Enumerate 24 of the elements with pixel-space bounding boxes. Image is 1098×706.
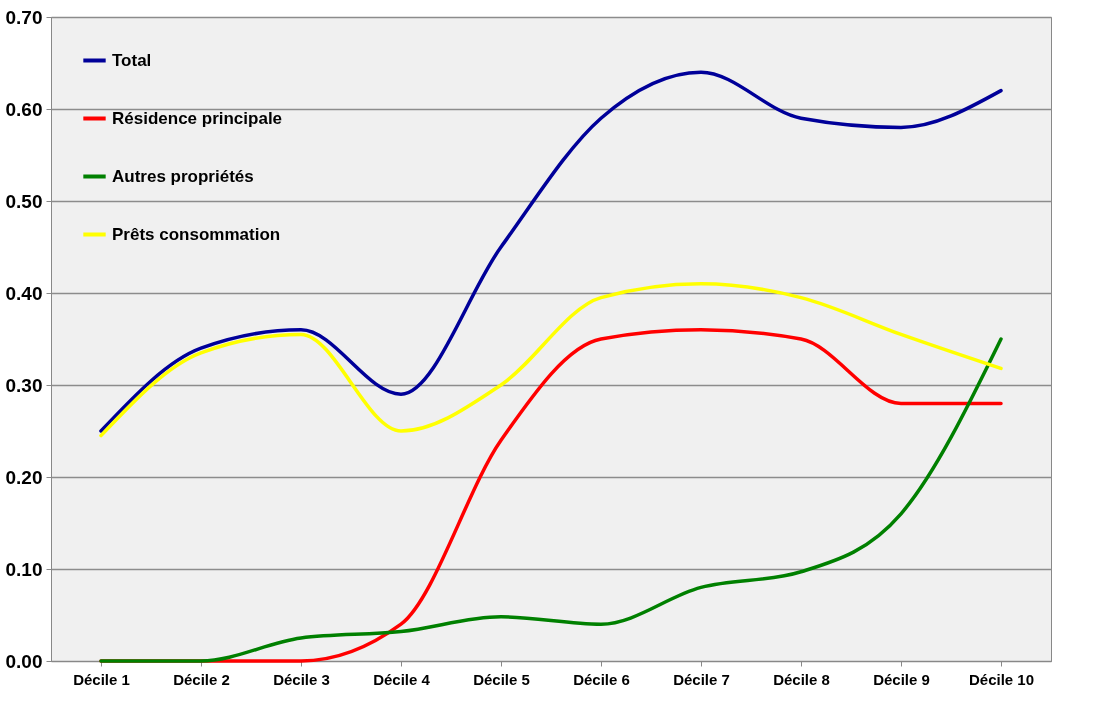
x-tick-label: Décile 7 xyxy=(673,670,730,688)
line-series xyxy=(99,282,1003,438)
x-tick-label: Décile 5 xyxy=(473,670,530,688)
legend-label: Autres propriétés xyxy=(112,166,254,186)
x-tick-label: Décile 3 xyxy=(273,670,330,688)
y-tick-label: 0.40 xyxy=(5,282,43,304)
y-tick-label: 0.50 xyxy=(5,190,43,212)
y-tick-label: 0.10 xyxy=(5,558,43,580)
legend-label: Total xyxy=(112,50,152,70)
y-tick-label: 0.20 xyxy=(5,466,43,488)
line-series xyxy=(99,70,1003,433)
legend-label: Résidence principale xyxy=(112,108,283,128)
x-tick-label: Décile 9 xyxy=(873,670,930,688)
legend-label: Prêts consommation xyxy=(112,224,281,244)
y-tick-label: 0.30 xyxy=(5,374,43,396)
x-tick-label: Décile 10 xyxy=(968,670,1035,688)
y-tick-label: 0.60 xyxy=(5,98,43,120)
y-tick-label: 0.70 xyxy=(5,6,43,28)
x-tick-label: Décile 8 xyxy=(773,670,830,688)
x-tick-label: Décile 6 xyxy=(573,670,630,688)
x-tick-label: Décile 2 xyxy=(173,670,230,688)
y-tick-label: 0.00 xyxy=(5,650,43,672)
x-tick-label: Décile 1 xyxy=(73,670,130,688)
x-tick-label: Décile 4 xyxy=(373,670,431,688)
